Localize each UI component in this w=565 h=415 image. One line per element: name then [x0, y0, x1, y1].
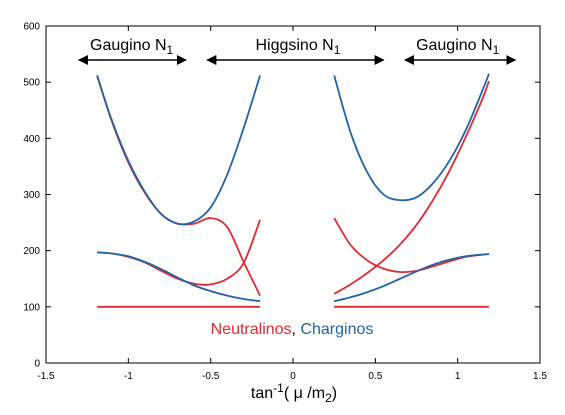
y-tick-label: 600 [23, 22, 40, 33]
x-ticks: -1.5 -1 -0.5 0 0.5 1 1.5 [37, 26, 547, 382]
chargino-curve [333, 253, 490, 303]
neutralino-curve [96, 219, 261, 286]
y-tick-label: 500 [23, 78, 40, 89]
x-axis-label-arg: ( μ /m [284, 385, 325, 402]
x-axis-label-close: ) [332, 385, 337, 402]
chargino-curve [96, 251, 261, 303]
neutralino-curve [96, 75, 261, 296]
x-tick-label: -1 [124, 371, 133, 382]
y-tick-label: 0 [34, 359, 40, 370]
region-label-main: Gaugino N [90, 37, 167, 54]
region-annotations: Gaugino N1 Higgsino N1 Gaugino N1 [77, 37, 517, 65]
x-tick-label: -0.5 [202, 371, 220, 382]
region-label-main: Higgsino N [255, 37, 333, 54]
region-label: Higgsino N1 [255, 37, 340, 57]
region-label-sub: 1 [493, 43, 500, 57]
x-axis-label-sub: 2 [325, 391, 332, 405]
x-axis-label-sup: -1 [273, 381, 284, 395]
neutralino-curve [333, 217, 490, 274]
legend-separator: , [292, 321, 296, 338]
chargino-curve [333, 73, 490, 202]
legend-neutralinos: Neutralinos [211, 321, 292, 338]
y-tick-label: 100 [23, 302, 40, 313]
x-tick-label: 0.5 [368, 371, 382, 382]
y-tick-label: 300 [23, 190, 40, 201]
x-axis-label: tan-1( μ /m2) [251, 381, 337, 405]
region-label-sub: 1 [167, 43, 174, 57]
region-label: Gaugino N1 [416, 37, 499, 57]
neutralino-curve [333, 80, 490, 295]
x-tick-label: 1.5 [533, 371, 547, 382]
region-label-main: Gaugino N [416, 37, 493, 54]
x-tick-label: -1.5 [37, 371, 55, 382]
series-layer [96, 73, 490, 308]
y-ticks: 0 100 200 300 400 500 600 [23, 22, 540, 370]
plot-frame [45, 25, 541, 364]
legend-charginos: Charginos [300, 321, 373, 338]
region-label: Gaugino N1 [90, 37, 174, 57]
chargino-curve [96, 75, 261, 226]
y-tick-label: 200 [23, 246, 40, 257]
x-tick-label: 0 [290, 371, 296, 382]
legend: Neutralinos, Charginos [211, 321, 374, 338]
y-tick-label: 400 [23, 134, 40, 145]
region-label-sub: 1 [334, 43, 341, 57]
x-axis-label-base: tan [251, 385, 273, 402]
x-tick-label: 1 [455, 371, 461, 382]
